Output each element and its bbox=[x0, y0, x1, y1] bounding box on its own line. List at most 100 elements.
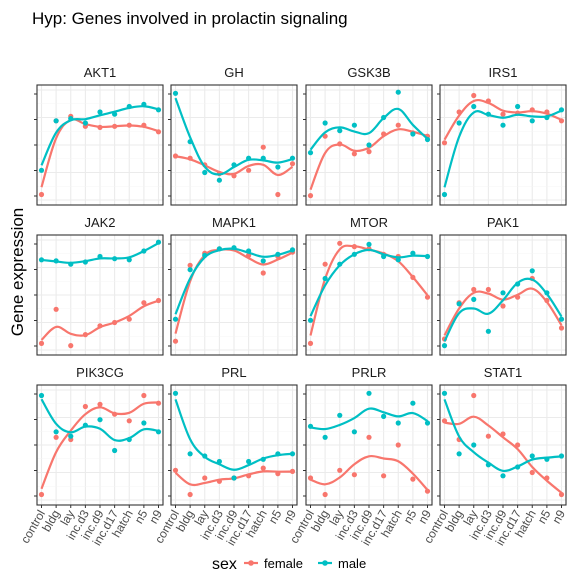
point-male bbox=[97, 253, 103, 260]
point-male bbox=[307, 423, 314, 429]
series-line-male bbox=[40, 398, 159, 442]
point-male bbox=[172, 90, 179, 96]
point-female bbox=[187, 262, 193, 268]
point-male bbox=[410, 250, 416, 256]
panel-title: PRL bbox=[221, 365, 246, 380]
point-male bbox=[275, 164, 281, 170]
panel-jak2: JAK2 bbox=[34, 215, 164, 356]
point-male bbox=[471, 296, 477, 302]
series-line-male bbox=[310, 407, 429, 431]
panel-mtor: MTOR bbox=[303, 215, 433, 356]
point-male bbox=[515, 281, 521, 287]
point-male bbox=[395, 257, 401, 263]
point-female bbox=[381, 131, 387, 137]
point-female bbox=[155, 297, 162, 304]
point-female bbox=[38, 340, 45, 346]
point-female bbox=[82, 332, 88, 338]
point-female bbox=[155, 400, 162, 406]
panel-gh: GH bbox=[168, 65, 298, 206]
point-male bbox=[529, 118, 535, 124]
point-female bbox=[202, 475, 208, 481]
panel-border bbox=[439, 84, 567, 206]
point-male bbox=[97, 417, 103, 423]
point-male bbox=[351, 429, 357, 435]
point-male bbox=[231, 475, 237, 481]
panel-title: MAPK1 bbox=[212, 215, 256, 230]
point-female bbox=[246, 473, 252, 479]
series-line-male bbox=[309, 107, 429, 151]
point-male bbox=[544, 456, 550, 462]
point-male bbox=[322, 434, 328, 440]
panel-border bbox=[439, 234, 567, 356]
point-female bbox=[172, 338, 179, 344]
point-male bbox=[202, 252, 208, 258]
point-male bbox=[155, 239, 162, 245]
x-tick-label: n5 bbox=[266, 507, 285, 526]
legend: sex female male bbox=[212, 556, 366, 573]
point-female bbox=[260, 465, 266, 471]
panel-title: PIK3CG bbox=[76, 365, 124, 380]
panel-border bbox=[36, 84, 164, 206]
point-female bbox=[112, 123, 118, 129]
facet-panels: AKT1 GH GSK3B IRS1 JAK2 MAPK1 MTOR PAK1 PIK3CGco… bbox=[18, 65, 568, 548]
point-female bbox=[322, 261, 328, 267]
point-female bbox=[471, 392, 477, 399]
series-line-male bbox=[174, 398, 293, 471]
point-male bbox=[410, 400, 416, 406]
point-male bbox=[141, 101, 147, 107]
point-female bbox=[82, 403, 88, 410]
point-male bbox=[395, 420, 401, 426]
point-female bbox=[424, 294, 431, 300]
point-female bbox=[155, 129, 162, 135]
point-male bbox=[366, 142, 372, 148]
series-line-female bbox=[40, 401, 159, 490]
point-male bbox=[381, 114, 387, 121]
panel-title: GH bbox=[224, 65, 244, 80]
panel-irs1: IRS1 bbox=[437, 65, 567, 206]
y-axis-label: Gene expression bbox=[8, 208, 27, 337]
series-line-male bbox=[443, 398, 562, 473]
panel-border bbox=[305, 84, 433, 206]
point-male bbox=[126, 103, 132, 110]
x-tick-label: n9 bbox=[146, 507, 165, 526]
point-female bbox=[485, 98, 491, 104]
point-female bbox=[68, 343, 74, 349]
point-female bbox=[485, 433, 491, 439]
point-male bbox=[410, 131, 416, 137]
point-male bbox=[500, 473, 506, 479]
point-male bbox=[126, 257, 132, 263]
point-male bbox=[441, 343, 448, 349]
point-female bbox=[485, 286, 491, 293]
point-male bbox=[187, 451, 193, 457]
point-male bbox=[544, 290, 550, 296]
series-line-female bbox=[444, 415, 563, 494]
panel-title: PAK1 bbox=[487, 215, 519, 230]
point-female bbox=[500, 111, 506, 117]
point-female bbox=[260, 144, 266, 150]
point-male bbox=[307, 317, 314, 323]
point-male bbox=[112, 111, 118, 117]
point-female bbox=[337, 141, 343, 147]
point-male bbox=[231, 162, 237, 168]
point-male bbox=[424, 420, 431, 426]
point-female bbox=[97, 124, 103, 130]
point-female bbox=[53, 434, 59, 440]
point-male bbox=[500, 122, 506, 128]
point-female bbox=[351, 151, 357, 157]
point-male bbox=[231, 245, 237, 251]
point-male bbox=[424, 253, 431, 260]
point-male bbox=[38, 167, 45, 173]
series-line-female bbox=[309, 128, 428, 191]
point-male bbox=[112, 256, 118, 262]
point-male bbox=[456, 120, 462, 126]
point-female bbox=[322, 491, 328, 498]
point-female bbox=[97, 323, 103, 329]
panel-title: JAK2 bbox=[84, 215, 115, 230]
point-male bbox=[172, 390, 179, 396]
point-female bbox=[275, 471, 281, 477]
point-female bbox=[381, 473, 387, 479]
panel-title: PRLR bbox=[352, 365, 387, 380]
point-female bbox=[410, 476, 416, 482]
panel-title: AKT1 bbox=[84, 65, 117, 80]
legend-label: male bbox=[338, 556, 366, 571]
